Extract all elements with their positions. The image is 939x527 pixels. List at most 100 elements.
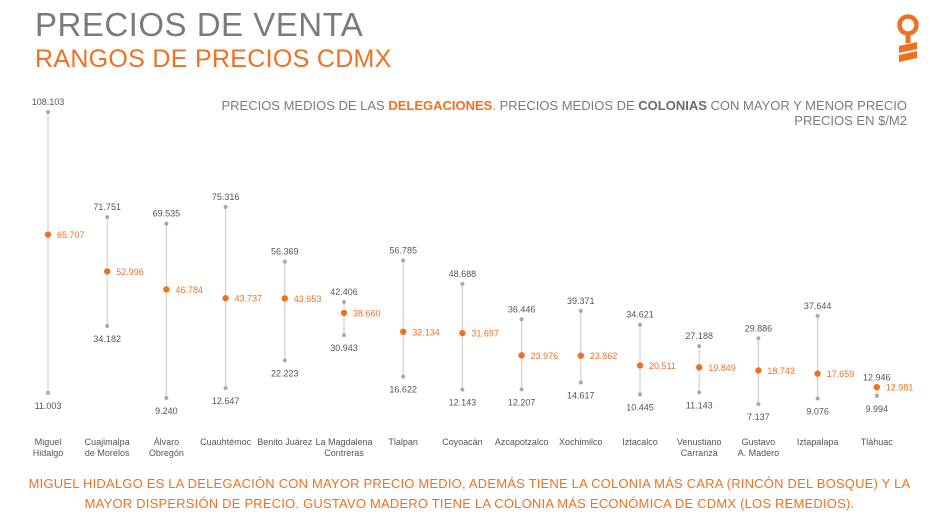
min-point [46, 390, 50, 395]
max-point [46, 110, 50, 114]
max-point [815, 313, 820, 318]
category-label: A. Madero [738, 448, 780, 458]
mean-label: 46.784 [175, 285, 203, 295]
min-label: 14.617 [567, 390, 595, 400]
mean-label: 38.660 [353, 308, 381, 318]
max-label: 27.188 [685, 331, 713, 341]
description-highlight-colonias: COLONIAS [638, 98, 707, 113]
min-label: 9.076 [806, 406, 829, 416]
category-label: Tlalpan [388, 437, 418, 447]
min-point [164, 396, 169, 400]
min-point [756, 402, 761, 407]
max-label: 48.688 [449, 269, 477, 279]
max-point [460, 281, 465, 286]
max-point [519, 317, 524, 322]
mean-label: 31.697 [471, 329, 499, 339]
min-label: 11.143 [686, 400, 713, 410]
min-point [401, 374, 406, 379]
max-point [578, 308, 583, 313]
min-point [638, 392, 642, 397]
category-label: Tláhuac [861, 437, 894, 447]
chart-description: PRECIOS MEDIOS DE LAS DELEGACIONES. PREC… [221, 98, 907, 128]
min-point [460, 387, 465, 392]
mean-point [696, 364, 703, 371]
mean-label: 43.653 [294, 294, 322, 304]
category-label: La Magdalena [315, 437, 372, 447]
mean-point [636, 362, 644, 369]
min-label: 12.207 [508, 397, 536, 407]
mean-label: 12.981 [886, 383, 914, 393]
min-point [223, 386, 228, 391]
category-label: Gustavo [742, 437, 776, 447]
mean-point [163, 286, 170, 293]
max-label: 71.751 [93, 202, 121, 212]
mean-label: 65.707 [57, 230, 85, 240]
mean-point [222, 295, 229, 302]
category-label: Álvaro [154, 437, 180, 447]
mean-label: 23.976 [531, 351, 559, 361]
max-point [697, 344, 702, 349]
max-label: 37.644 [804, 301, 832, 311]
description-line-1: PRECIOS MEDIOS DE LAS DELEGACIONES. PREC… [221, 98, 907, 113]
max-label: 56.369 [271, 247, 299, 257]
page-subtitle: RANGOS DE PRECIOS CDMX [35, 45, 392, 73]
category-label: Iztacalco [622, 437, 658, 447]
mean-label: 23.862 [590, 351, 618, 361]
category-label: Hidalgo [33, 448, 64, 458]
category-label: Iztapalapa [797, 437, 839, 447]
category-label: Benito Juárez [257, 437, 313, 447]
mean-point [400, 328, 407, 335]
description-text-c: . PRECIOS MEDIOS DE [492, 98, 639, 113]
description-line-2: PRECIOS EN $/M2 [794, 113, 907, 128]
max-label: 34.621 [626, 310, 654, 320]
mean-label: 52.996 [116, 267, 144, 277]
description-text-e: CON MAYOR Y MENOR PRECIO [706, 98, 907, 113]
category-label: Xochimilco [559, 437, 603, 447]
max-label: 42.406 [330, 287, 358, 297]
min-point [105, 323, 110, 328]
max-label: 75.316 [212, 192, 240, 202]
min-point [697, 390, 702, 395]
category-label: Coyoacán [442, 437, 483, 447]
mean-label: 19.849 [708, 363, 736, 373]
max-label: 108.103 [32, 97, 65, 107]
min-label: 7.137 [747, 412, 770, 422]
max-label: 29.886 [745, 323, 773, 333]
max-point [342, 300, 346, 305]
min-label: 12.143 [449, 398, 477, 408]
mean-label: 32.134 [412, 327, 440, 337]
category-label: Azcapotzalco [495, 437, 549, 447]
min-label: 9.240 [155, 406, 178, 416]
max-label: 36.446 [508, 304, 536, 314]
mean-point [459, 329, 466, 337]
max-point [638, 322, 642, 327]
mean-point [44, 231, 52, 238]
mean-point [577, 352, 584, 359]
min-point [519, 387, 524, 392]
min-point [342, 333, 346, 338]
location-key-logo-icon [897, 14, 919, 62]
mean-point [281, 295, 288, 302]
min-label: 10.445 [626, 403, 654, 413]
max-label: 39.371 [567, 296, 595, 306]
description-highlight-delegaciones: DELEGACIONES [388, 98, 493, 113]
category-label: Venustiano [677, 437, 722, 447]
mean-point [814, 370, 821, 377]
page-title: PRECIOS DE VENTA [35, 6, 364, 43]
max-label: 56.785 [389, 245, 417, 255]
min-point [874, 393, 879, 398]
description-text-a: PRECIOS MEDIOS DE LAS [221, 98, 389, 113]
min-label: 11.003 [35, 401, 62, 411]
chart-footnote: MIGUEL HIDALGO ES LA DELEGACIÓN CON MAYO… [28, 476, 911, 511]
min-label: 34.182 [93, 334, 121, 344]
max-point [105, 215, 110, 220]
mean-point [518, 352, 525, 359]
min-label: 12.647 [212, 396, 240, 406]
max-point [164, 221, 169, 226]
mean-label: 18.743 [767, 366, 795, 376]
min-point [815, 396, 820, 401]
min-label: 22.223 [271, 368, 299, 378]
max-point [223, 204, 228, 209]
min-label: 9.994 [866, 404, 889, 414]
